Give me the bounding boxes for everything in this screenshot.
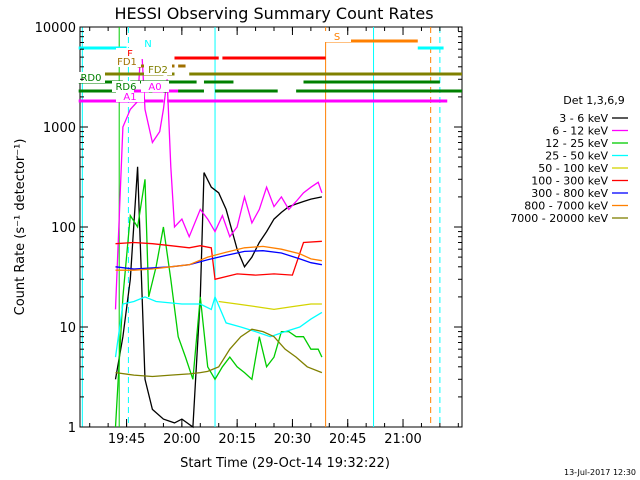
flag-label: A1 (123, 92, 136, 103)
flag-label: RD0 (80, 73, 101, 84)
y-tick-label: 10000 (35, 21, 76, 36)
series-line (115, 240, 322, 281)
legend-entry-label: 25 - 50 keV (545, 150, 608, 163)
series-line (114, 42, 323, 310)
flag-label: RD6 (115, 82, 136, 93)
legend-title: Det 1,3,6,9 (563, 94, 625, 107)
series-line (114, 179, 323, 428)
flag-label: FD1 (117, 57, 137, 68)
flag-label-bg (144, 64, 172, 75)
legend-entry-label: 50 - 100 keV (538, 162, 608, 175)
series-line (115, 328, 323, 378)
flag-label: N (144, 39, 151, 50)
legend-entry-label: 3 - 6 keV (559, 112, 608, 125)
axes-ticks: 19:45 20:00 20:15 20:30 20:45 21:00 1 10 100 1000… (35, 21, 462, 447)
y-axis-label-text: Count Rate (s⁻¹ detector⁻¹) (13, 139, 28, 316)
legend-entry-label: 800 - 7000 keV (524, 200, 608, 213)
series-line (218, 300, 322, 311)
flag-label-bg (112, 81, 140, 92)
flag-label-bg (116, 48, 144, 59)
legend-entry-label: 12 - 25 keV (545, 137, 608, 150)
flag-label-bg (323, 31, 351, 42)
flag-label-bg (116, 91, 144, 102)
x-tick-label: 21:00 (384, 432, 421, 447)
series-lines (114, 42, 323, 429)
x-axis-label: Start Time (29-Oct-14 19:32:22) (180, 456, 390, 471)
x-tick-label: 20:45 (329, 432, 366, 447)
flag-label-bg (134, 38, 162, 49)
x-tick-label: 19:45 (108, 432, 145, 447)
flag-label-bg (113, 56, 141, 67)
series-line (114, 294, 323, 358)
legend-entry-label: 300 - 800 keV (531, 187, 608, 200)
chart-title: HESSI Observing Summary Count Rates (114, 4, 433, 23)
flag-label: F (127, 49, 133, 60)
legend-entry-label: 100 - 300 keV (531, 175, 608, 188)
y-tick-label: 1000 (43, 121, 76, 136)
y-tick-label: 100 (51, 221, 76, 236)
legend-entry-label: 6 - 12 keV (552, 125, 608, 138)
flag-label: FD2 (148, 65, 168, 76)
flag-label: S (334, 32, 340, 43)
series-line (114, 166, 323, 429)
legend-entry-label: 7000 - 20000 keV (510, 212, 608, 225)
flag-label: A0 (148, 82, 161, 93)
x-tick-label: 20:00 (163, 432, 200, 447)
flag-label-bg (141, 81, 169, 92)
date-stamp: 13-Jul-2017 12:30 (564, 468, 636, 477)
x-tick-label: 20:30 (274, 432, 311, 447)
y-tick-label: 10 (59, 321, 76, 336)
y-tick-label: 1 (68, 421, 76, 436)
y-axis-label: Count Rate (s⁻¹ detector⁻¹) (13, 139, 28, 316)
series-line (115, 250, 323, 270)
flag-label-bg (77, 72, 105, 83)
x-tick-label: 20:15 (218, 432, 255, 447)
series-line (115, 245, 323, 271)
